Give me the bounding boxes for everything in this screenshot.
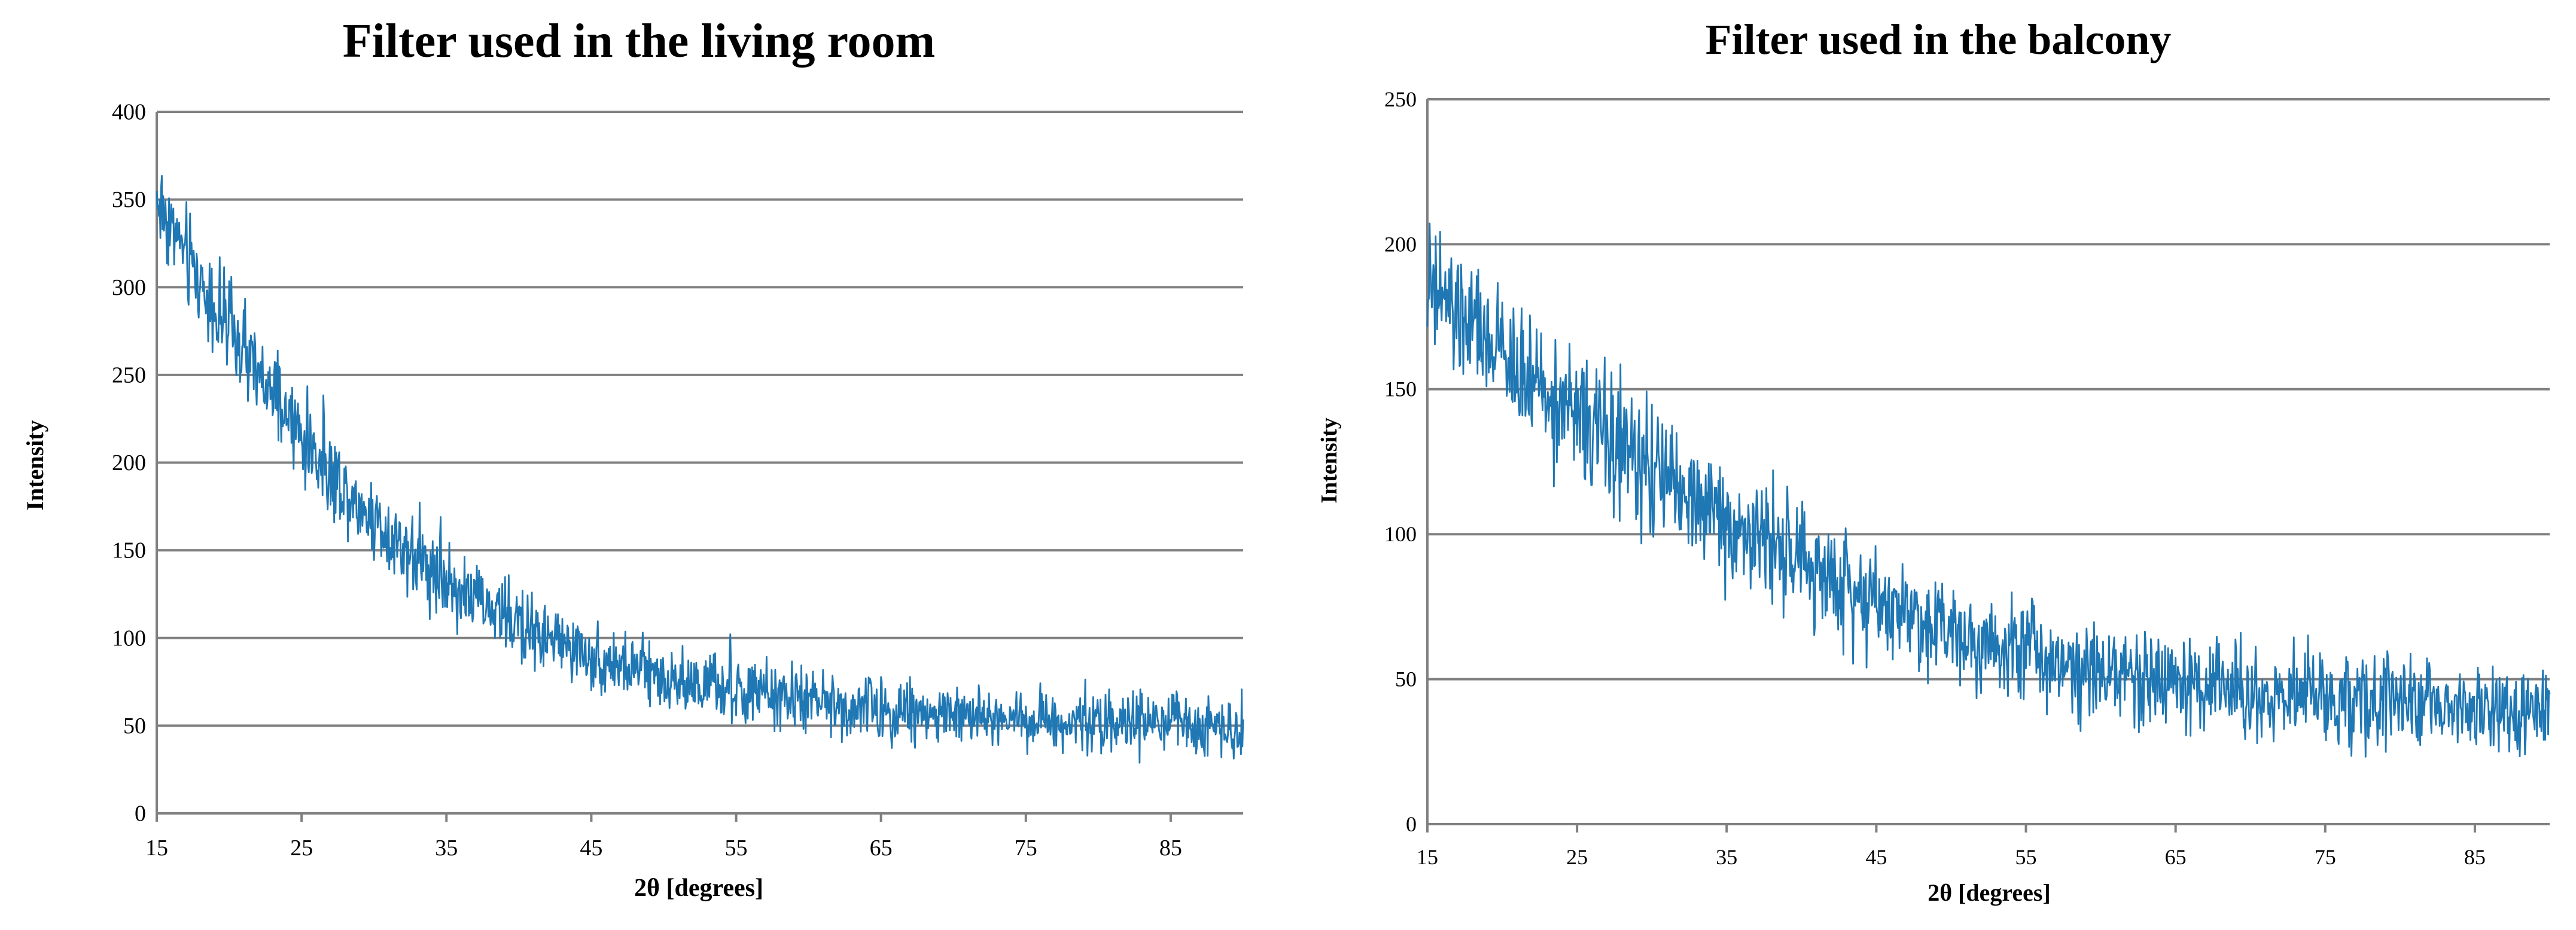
x-tick-label: 35: [435, 836, 458, 861]
x-tick-label: 65: [2165, 845, 2187, 869]
x-tick-label: 45: [580, 836, 602, 861]
x-tick-label: 15: [1417, 845, 1438, 869]
x-tick-label: 85: [2464, 845, 2486, 869]
x-tick-label: 45: [1865, 845, 1887, 869]
y-tick-label: 50: [123, 713, 146, 739]
x-tick-label: 75: [1015, 836, 1037, 861]
y-tick-label: 50: [1395, 667, 1417, 691]
chart-title: Filter used in the balcony: [1706, 16, 2172, 63]
y-axis-label: Intensity: [22, 420, 48, 510]
y-tick-label: 300: [112, 275, 146, 300]
plot-area: 0 50 100 150 200 250 15 25 35 45 55 65 75 85: [1384, 87, 2551, 869]
y-tick-label: 250: [112, 362, 146, 388]
x-tick-label: 25: [290, 836, 313, 861]
plot-area: 0 50 100 150 200 250 300 350 400 15 25 35 45 55 65 75 85: [112, 100, 1244, 861]
x-tick-label: 25: [1566, 845, 1588, 869]
x-tick-label: 55: [725, 836, 748, 861]
y-tick-label: 100: [1384, 522, 1417, 546]
y-tick-label: 200: [1384, 232, 1417, 256]
x-tick-label: 15: [145, 836, 168, 861]
y-tick-label: 100: [112, 626, 146, 651]
y-tick-label: 250: [1384, 87, 1417, 111]
x-tick-label: 35: [1716, 845, 1737, 869]
chart-balcony: Filter used in the balcony Intensity 2θ …: [1317, 16, 2551, 906]
y-tick-label: 150: [112, 538, 146, 563]
y-tick-label: 200: [112, 450, 146, 475]
y-tick-label: 0: [1406, 812, 1417, 836]
y-tick-label: 150: [1384, 377, 1417, 401]
x-tick-label: 65: [870, 836, 893, 861]
x-tick-label: 75: [2315, 845, 2336, 869]
x-axis-label: 2θ [degrees]: [634, 874, 763, 902]
y-axis-label: Intensity: [1317, 417, 1342, 504]
x-tick-label: 85: [1159, 836, 1182, 861]
y-tick-label: 400: [112, 100, 146, 125]
x-tick-label: 55: [2015, 845, 2037, 869]
x-axis-label: 2θ [degrees]: [1928, 879, 2051, 906]
y-tick-label: 0: [135, 801, 146, 827]
series-line: [1426, 222, 2551, 758]
chart-living-room: Filter used in the living room Intensity…: [22, 15, 1244, 902]
series-line: [156, 175, 1244, 764]
chart-title: Filter used in the living room: [343, 15, 935, 68]
y-tick-label: 350: [112, 187, 146, 212]
